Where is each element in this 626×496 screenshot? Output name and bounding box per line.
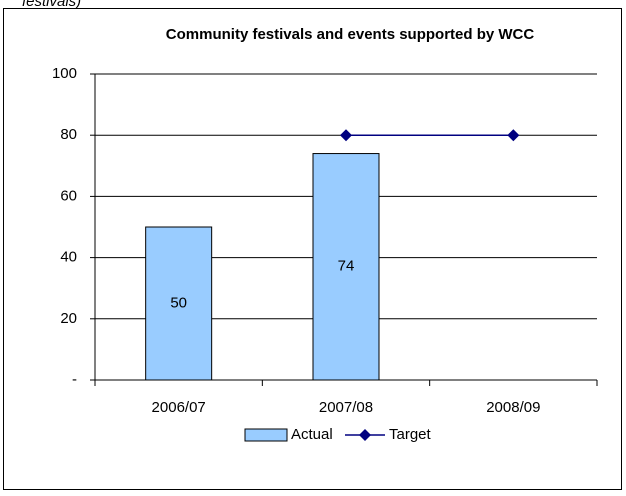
bar — [145, 226, 213, 381]
target-marker — [507, 129, 520, 142]
y-tick-label: 20 — [60, 310, 77, 327]
y-tick-label: 40 — [60, 249, 77, 266]
caption-fragment: festivals) — [22, 0, 81, 10]
y-tick-label: 80 — [60, 126, 77, 143]
y-tick-label: 100 — [52, 65, 77, 82]
x-tick-label: 2006/07 — [152, 399, 206, 416]
data-label: 50 — [170, 294, 187, 311]
target-marker — [340, 129, 352, 142]
legend-swatch — [244, 428, 288, 442]
y-tick-label: 60 — [60, 187, 77, 204]
x-tick-label: 2008/09 — [486, 399, 540, 416]
chart-title: Community festivals and events supported… — [166, 26, 535, 43]
data-label: 74 — [338, 258, 355, 275]
y-tick-label: - — [72, 371, 77, 388]
x-tick-label: 2007/08 — [319, 399, 373, 416]
bar — [312, 153, 380, 381]
legend-label: Actual — [291, 426, 333, 443]
legend-label: Target — [389, 426, 432, 443]
legend-marker — [359, 429, 371, 441]
